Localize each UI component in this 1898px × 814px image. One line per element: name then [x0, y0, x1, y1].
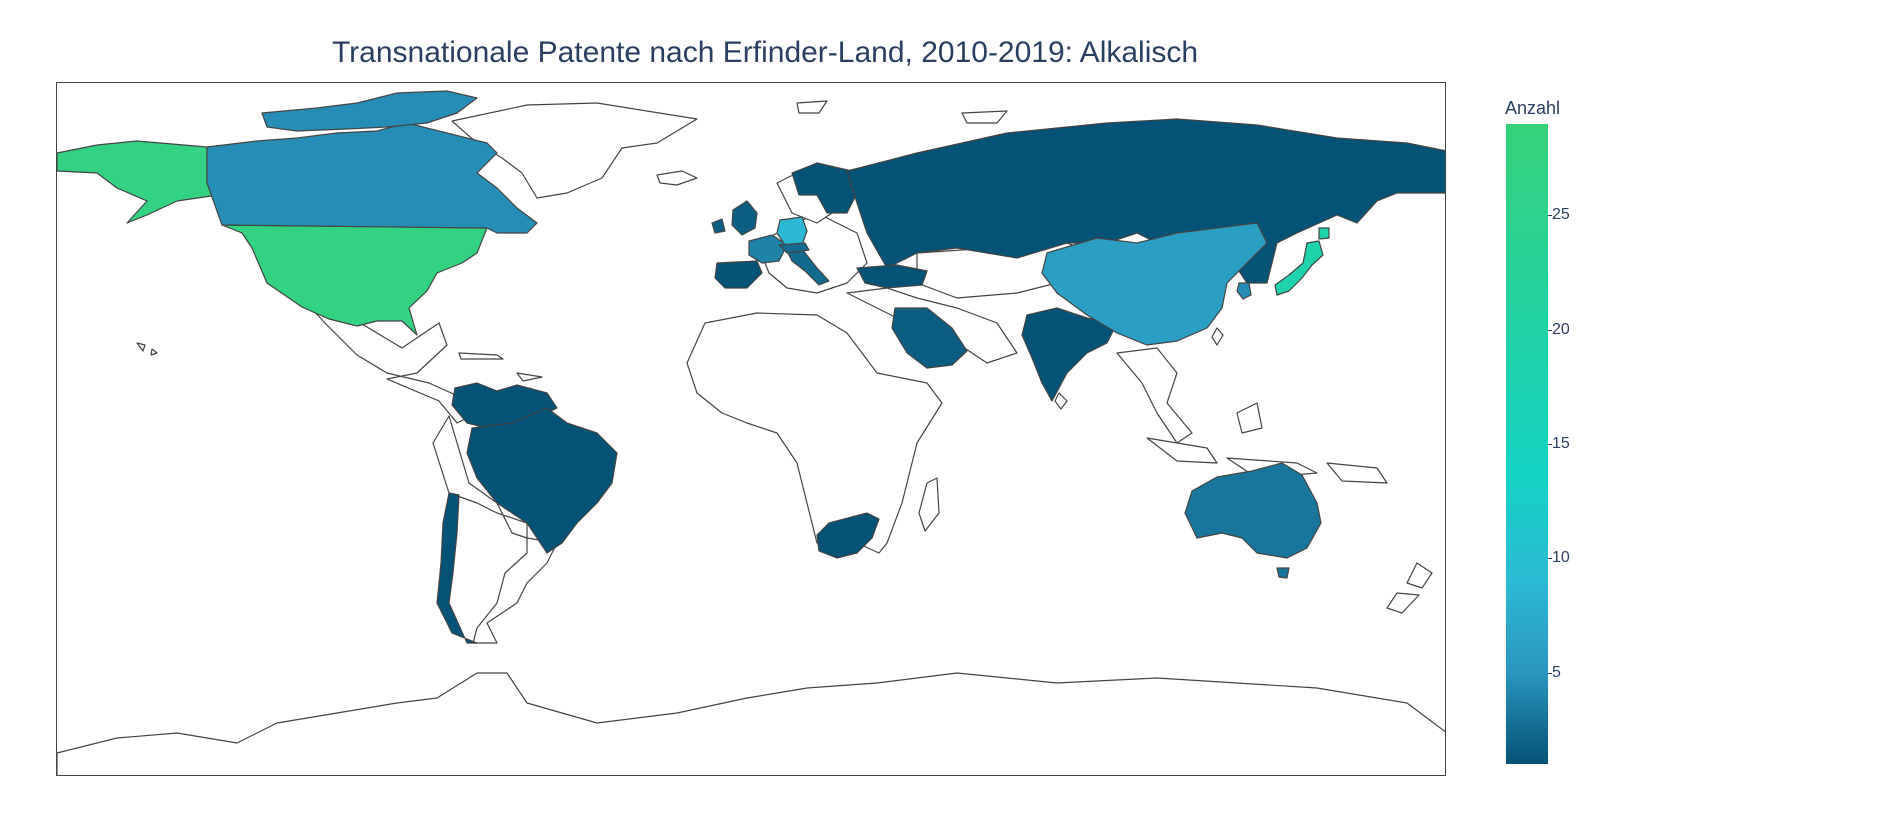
land-sri-lanka	[1054, 392, 1068, 410]
land-south-america	[432, 415, 558, 644]
colorbar-tick-mark	[1548, 558, 1552, 560]
country-japan	[1274, 227, 1330, 296]
country-germany	[776, 216, 808, 246]
country-france	[748, 234, 788, 264]
land-iceland	[656, 170, 698, 186]
country-united-states	[221, 224, 488, 336]
land-greenland	[451, 102, 698, 199]
colorbar-title: Anzahl	[1505, 98, 1561, 118]
colored-countries	[57, 90, 1445, 644]
country-south-korea	[1236, 282, 1252, 300]
country-russia	[846, 118, 1445, 284]
land-svalbard	[796, 100, 828, 114]
colorbar-tick-label: 15	[1552, 435, 1570, 452]
colorbar	[1506, 124, 1548, 764]
country-italy	[786, 248, 830, 286]
land-caribbean	[458, 352, 543, 382]
land-africa	[686, 312, 943, 554]
map-area[interactable]	[56, 82, 1446, 776]
country-switzerland	[778, 242, 810, 254]
colorbar-tick-label: 25	[1552, 206, 1570, 224]
country-australia	[1184, 462, 1322, 579]
country-south-africa	[816, 512, 880, 559]
country-turkey	[856, 264, 928, 289]
world-map	[57, 90, 1445, 775]
country-india	[1021, 307, 1118, 402]
land-southeast-asia	[1116, 347, 1193, 444]
colorbar-tick-mark	[1548, 329, 1552, 331]
land-hawaii	[136, 342, 158, 356]
land-new-zealand	[1386, 562, 1433, 614]
country-brazil	[466, 407, 618, 554]
land-madagascar	[918, 477, 940, 532]
colorbar-tick-label: 20	[1552, 320, 1570, 338]
colorbar-tick-mark	[1548, 215, 1552, 217]
land-taiwan	[1211, 327, 1224, 346]
country-united-kingdom	[711, 200, 758, 236]
country-united-states-alaska	[57, 140, 233, 224]
colorbar-tick-mark	[1548, 444, 1552, 445]
country-china	[1041, 222, 1268, 346]
country-saudi-arabia	[891, 307, 968, 369]
country-spain	[714, 260, 763, 289]
land-novaya-zemlya	[961, 110, 1008, 124]
land-central-america	[298, 294, 478, 424]
colorbar-tick-label: 10	[1552, 549, 1570, 567]
country-scandinavia	[791, 162, 858, 214]
country-canada-arctic	[261, 90, 478, 132]
colorbar-tick-label: 5	[1552, 663, 1561, 681]
land-antarctica	[57, 672, 1445, 775]
land-indonesia	[1146, 402, 1388, 484]
colorbar-tick-mark	[1548, 672, 1552, 674]
country-canada	[206, 122, 538, 234]
country-chile	[436, 492, 478, 644]
chart-title: Transnationale Patente nach Erfinder-Lan…	[331, 36, 1199, 69]
